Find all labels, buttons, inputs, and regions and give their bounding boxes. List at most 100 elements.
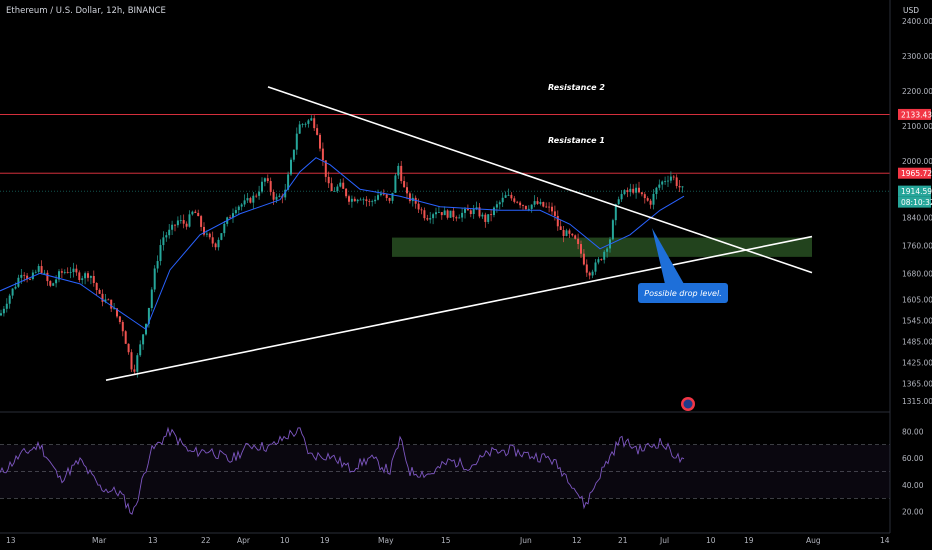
candle-body bbox=[580, 244, 582, 254]
rsi-tick-label: 60.00 bbox=[902, 454, 924, 463]
candle-body bbox=[574, 235, 577, 239]
candle-body bbox=[191, 211, 194, 215]
candle-body bbox=[603, 251, 606, 260]
candle-body bbox=[342, 182, 345, 189]
candle-body bbox=[92, 275, 95, 283]
candle-body bbox=[290, 159, 292, 175]
candle-body bbox=[185, 223, 188, 227]
candle-body bbox=[493, 207, 495, 216]
candle-body bbox=[585, 264, 588, 273]
candle-body bbox=[179, 220, 182, 221]
candle-body bbox=[243, 200, 246, 205]
candle-body bbox=[345, 188, 348, 197]
candle-body bbox=[133, 369, 136, 372]
candle-body bbox=[319, 134, 321, 149]
candle-body bbox=[37, 266, 40, 272]
candle-body bbox=[678, 185, 681, 188]
candle-body bbox=[69, 272, 72, 273]
candle-body bbox=[287, 174, 290, 190]
trendline-descending bbox=[267, 86, 813, 274]
candle-body bbox=[217, 239, 220, 248]
price-badge bbox=[898, 185, 931, 197]
candle-body bbox=[162, 237, 165, 246]
candle-body bbox=[533, 201, 536, 205]
candle-body bbox=[524, 205, 527, 210]
candle-body bbox=[310, 118, 313, 121]
price-badge bbox=[898, 167, 931, 179]
candle-body bbox=[617, 199, 620, 205]
candle-body bbox=[29, 278, 31, 280]
candle-body bbox=[52, 283, 55, 286]
candle-body bbox=[313, 118, 316, 129]
candle-body bbox=[165, 235, 168, 238]
candle-body bbox=[640, 192, 643, 195]
candle-body bbox=[46, 272, 49, 282]
events-flag-icon bbox=[681, 397, 695, 411]
candle-body bbox=[397, 165, 400, 176]
candle-body bbox=[388, 198, 391, 201]
candle-body bbox=[188, 214, 191, 227]
candle-body bbox=[577, 238, 580, 245]
candle-body bbox=[43, 272, 46, 274]
candle-body bbox=[643, 194, 646, 199]
resistance-2-label: Resistance 2 bbox=[548, 83, 605, 92]
moving-average-line bbox=[0, 157, 685, 331]
candle-body bbox=[374, 199, 377, 202]
rsi-pane bbox=[0, 426, 890, 515]
candle-body bbox=[182, 220, 185, 224]
candle-body bbox=[420, 209, 423, 211]
candle-body bbox=[394, 175, 397, 193]
candle-body bbox=[382, 193, 385, 195]
candle-body bbox=[258, 191, 261, 196]
candle-body bbox=[652, 193, 655, 205]
candle-body bbox=[403, 181, 406, 188]
candle-body bbox=[368, 201, 371, 202]
candle-body bbox=[153, 268, 156, 290]
candle-body bbox=[391, 192, 394, 201]
candle-body bbox=[600, 259, 603, 260]
candle-body bbox=[2, 308, 5, 314]
drop-level-callout: Possible drop level. bbox=[638, 283, 728, 303]
candle-body bbox=[466, 208, 469, 211]
time-tick-label: 10 bbox=[706, 536, 716, 545]
time-tick-label: 15 bbox=[441, 536, 451, 545]
candle-body bbox=[23, 274, 26, 276]
candle-body bbox=[211, 237, 214, 244]
candle-body bbox=[34, 271, 37, 273]
candle-body bbox=[350, 198, 353, 202]
candle-body bbox=[487, 214, 490, 222]
rsi-line bbox=[0, 426, 685, 515]
candle-body bbox=[136, 355, 139, 372]
candle-body bbox=[559, 226, 562, 231]
candle-body bbox=[339, 182, 342, 187]
trendline-ascending bbox=[105, 235, 813, 381]
candle-body bbox=[522, 205, 524, 206]
candle-body bbox=[261, 181, 263, 192]
candle-body bbox=[89, 275, 92, 278]
price-tick-label: 2200.00 bbox=[902, 87, 932, 96]
candle-body bbox=[14, 286, 17, 289]
candle-body bbox=[495, 204, 498, 208]
candle-body bbox=[295, 133, 298, 150]
candle-body bbox=[498, 202, 501, 205]
price-badge-text: 1965.72 bbox=[901, 169, 932, 178]
price-tick-label: 2300.00 bbox=[902, 52, 932, 61]
candle-body bbox=[168, 229, 171, 236]
candle-body bbox=[194, 211, 197, 213]
candle-body bbox=[377, 195, 379, 200]
candle-body bbox=[446, 210, 449, 218]
candle-body bbox=[84, 273, 87, 279]
candle-body bbox=[324, 160, 327, 177]
candle-body bbox=[278, 195, 281, 197]
candle-body bbox=[246, 198, 249, 201]
candle-body bbox=[263, 178, 266, 182]
candle-body bbox=[249, 198, 252, 203]
callout-pointer bbox=[652, 228, 684, 284]
candle-body bbox=[461, 212, 464, 218]
candle-body bbox=[565, 230, 568, 236]
candle-body bbox=[385, 194, 388, 199]
candle-body bbox=[629, 188, 632, 193]
candle-body bbox=[507, 194, 510, 196]
candle-body bbox=[8, 295, 11, 304]
